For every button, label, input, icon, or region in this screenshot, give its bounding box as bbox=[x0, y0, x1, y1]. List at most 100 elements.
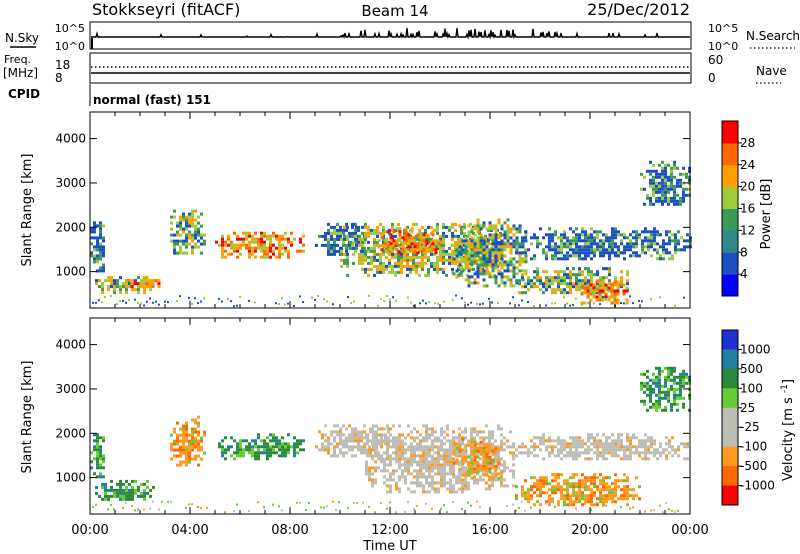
data-cell-region-7 bbox=[557, 482, 560, 486]
data-cell-region-8 bbox=[467, 266, 471, 270]
data-cell-region-5 bbox=[345, 249, 348, 253]
data-cell-region-6 bbox=[427, 234, 430, 238]
data-cell-region-6 bbox=[467, 467, 471, 471]
data-cell-region-7 bbox=[572, 485, 575, 489]
data-cell-region-5 bbox=[389, 460, 392, 464]
data-cell-region-8 bbox=[461, 239, 465, 243]
data-cell-region-8 bbox=[605, 436, 608, 440]
data-cell-region-3 bbox=[269, 454, 272, 458]
data-cell-region-8 bbox=[653, 451, 656, 455]
data-cell-region-11 bbox=[668, 242, 671, 246]
data-cell-region-8 bbox=[578, 436, 581, 440]
data-cell-region-11 bbox=[575, 239, 578, 243]
data-cell-region-11 bbox=[686, 239, 689, 243]
data-cell-region-8 bbox=[533, 442, 536, 446]
data-cell-region-9 bbox=[566, 273, 569, 277]
velocity-colorbar-tick-label: -100 bbox=[740, 440, 767, 454]
data-cell-region-3 bbox=[287, 442, 290, 446]
data-cell-region-9 bbox=[536, 270, 539, 274]
data-cell-region-9 bbox=[533, 285, 536, 289]
data-cell-region-1 bbox=[119, 491, 122, 495]
data-cell-region-8 bbox=[530, 451, 533, 455]
data-cell-region-6 bbox=[458, 449, 462, 453]
ground-scatter-cell bbox=[605, 504, 607, 507]
data-cell-region-9 bbox=[560, 282, 563, 286]
data-cell-region-2 bbox=[173, 439, 176, 443]
data-cell-region-5 bbox=[434, 439, 437, 443]
ground-scatter-cell bbox=[197, 506, 199, 508]
data-cell-region-7 bbox=[602, 485, 605, 489]
data-cell-region-5 bbox=[345, 222, 348, 226]
data-cell-region-6 bbox=[370, 267, 373, 271]
data-cell-region-7 bbox=[524, 491, 527, 495]
data-cell-region-5 bbox=[398, 439, 401, 443]
data-cell-region-4 bbox=[275, 246, 278, 250]
data-cell-region-12 bbox=[649, 160, 652, 164]
data-cell-region-11 bbox=[578, 236, 581, 240]
data-cell-region-3 bbox=[170, 233, 173, 237]
data-cell-region-5 bbox=[485, 487, 488, 491]
data-cell-region-7 bbox=[530, 497, 533, 501]
data-cell-region-5 bbox=[437, 466, 440, 470]
data-cell-region-8 bbox=[629, 448, 632, 452]
data-cell-region-4 bbox=[351, 439, 354, 443]
data-cell-region-0 bbox=[99, 451, 102, 455]
data-cell-region-8 bbox=[626, 436, 629, 440]
data-cell-region-5 bbox=[449, 454, 452, 458]
data-cell-region-9 bbox=[608, 273, 611, 277]
data-cell-region-5 bbox=[336, 222, 339, 226]
data-cell-region-6 bbox=[385, 246, 388, 250]
data-cell-region-8 bbox=[470, 260, 474, 264]
data-cell-region-2 bbox=[188, 454, 191, 458]
data-cell-region-9 bbox=[590, 276, 593, 280]
ground-scatter-cell bbox=[374, 511, 376, 514]
data-cell-region-6 bbox=[482, 443, 486, 447]
data-cell-region-8 bbox=[587, 445, 590, 449]
data-cell-region-5 bbox=[509, 430, 512, 434]
data-cell-region-8 bbox=[602, 433, 605, 437]
data-cell-region-8 bbox=[629, 436, 632, 440]
data-cell-region-7 bbox=[566, 482, 569, 486]
data-cell-region-8 bbox=[509, 281, 513, 285]
data-cell-region-8 bbox=[458, 245, 462, 249]
data-cell-region-9 bbox=[584, 276, 587, 280]
ground-scatter-cell bbox=[194, 297, 196, 300]
data-cell-region-4 bbox=[348, 448, 351, 452]
data-cell-region-7 bbox=[383, 230, 387, 234]
data-cell-region-3 bbox=[224, 451, 227, 455]
data-cell-region-8 bbox=[455, 257, 459, 261]
data-cell-region-3 bbox=[266, 436, 269, 440]
data-cell-region-12 bbox=[661, 190, 664, 194]
data-cell-region-11 bbox=[635, 251, 638, 255]
data-cell-region-5 bbox=[342, 243, 345, 247]
data-cell-region-2 bbox=[188, 451, 191, 455]
data-cell-region-5 bbox=[386, 424, 389, 428]
data-cell-region-5 bbox=[437, 436, 440, 440]
data-cell-region-5 bbox=[497, 472, 500, 476]
data-cell-region-5 bbox=[422, 490, 425, 494]
data-cell-region-5 bbox=[512, 475, 515, 479]
velocity-data bbox=[90, 366, 691, 514]
data-cell-region-10 bbox=[604, 286, 608, 290]
velocity-colorbar-segment bbox=[722, 485, 738, 506]
data-cell-region-5 bbox=[461, 463, 464, 467]
data-cell-region-9 bbox=[569, 273, 572, 277]
data-cell-region-4 bbox=[287, 240, 290, 244]
data-cell-region-9 bbox=[533, 276, 536, 280]
data-cell-region-3 bbox=[281, 448, 284, 452]
data-cell-region-0 bbox=[93, 472, 96, 476]
data-cell-region-8 bbox=[458, 266, 462, 270]
data-cell-region-7 bbox=[527, 497, 530, 501]
data-cell-region-5 bbox=[437, 490, 440, 494]
data-cell-region-9 bbox=[664, 405, 667, 409]
data-cell-region-5 bbox=[425, 436, 428, 440]
data-cell-region-8 bbox=[506, 236, 510, 240]
data-cell-region-8 bbox=[491, 239, 495, 243]
data-cell-region-3 bbox=[272, 448, 275, 452]
data-cell-region-3 bbox=[266, 442, 269, 446]
data-cell-region-12 bbox=[658, 175, 661, 179]
data-cell-region-5 bbox=[419, 463, 422, 467]
ground-scatter-cell bbox=[512, 296, 514, 299]
y-tick-label: 2000 bbox=[55, 220, 86, 234]
data-cell-region-7 bbox=[626, 503, 629, 507]
